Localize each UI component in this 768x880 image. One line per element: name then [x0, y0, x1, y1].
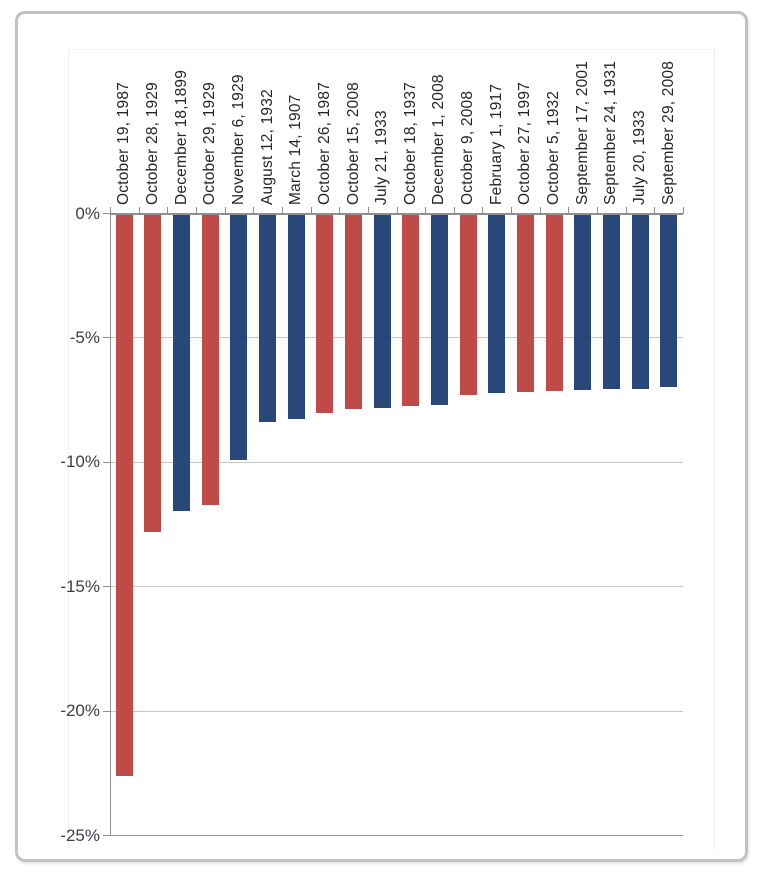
category-label: October 27, 1997 [516, 82, 534, 205]
category-tick [396, 207, 398, 214]
category-label: October 29, 1929 [201, 82, 219, 205]
category-tick [654, 207, 656, 214]
category-tick [110, 207, 111, 214]
bar [402, 215, 420, 406]
x-axis-line [110, 213, 683, 215]
category-label: October 5, 1932 [545, 90, 563, 205]
bar [516, 215, 534, 392]
category-tick [138, 207, 140, 214]
category-tick [597, 207, 599, 214]
category-label: September 17, 2001 [573, 60, 591, 205]
category-tick [425, 207, 427, 214]
y-axis-tick-label: 0% [75, 203, 100, 223]
bar [201, 215, 219, 505]
category-label: October 19, 1987 [115, 82, 133, 205]
bar [373, 215, 391, 409]
category-tick [568, 207, 570, 214]
category-tick [367, 207, 369, 214]
bar [259, 215, 277, 422]
y-axis-tick [103, 835, 110, 836]
y-axis-tick-label: -5% [69, 327, 100, 347]
category-tick [339, 207, 341, 214]
plot-area-border [68, 49, 715, 850]
gridline [110, 461, 683, 463]
y-axis-tick-label: -20% [60, 701, 100, 721]
y-axis-tick [103, 213, 110, 214]
category-label: December 18,1899 [172, 69, 190, 205]
bar [631, 215, 649, 389]
y-axis-tick [103, 586, 110, 588]
category-label: February 1, 1917 [487, 83, 505, 205]
category-tick [224, 207, 226, 214]
category-tick [625, 207, 627, 214]
category-label: September 24, 1931 [602, 60, 620, 205]
category-tick [281, 207, 283, 214]
bar [574, 215, 592, 391]
bar [230, 215, 248, 460]
category-label: October 9, 2008 [459, 90, 477, 205]
bar [345, 215, 363, 409]
bar [316, 215, 334, 414]
category-label: October 15, 2008 [344, 82, 362, 205]
category-tick [482, 207, 484, 214]
category-label: November 6, 1929 [229, 74, 247, 205]
bar [459, 215, 477, 396]
category-tick [453, 207, 455, 214]
category-label: October 26, 1987 [315, 82, 333, 205]
y-axis-tick-label: -25% [60, 825, 100, 845]
category-tick [195, 207, 197, 214]
category-label: December 1, 2008 [430, 74, 448, 205]
y-axis-tick [103, 710, 110, 712]
category-label: September 29, 2008 [659, 60, 677, 205]
category-tick [683, 207, 684, 214]
y-axis-line [110, 213, 111, 835]
bar [660, 215, 678, 387]
bar [173, 215, 191, 512]
category-label: March 14, 1907 [287, 94, 305, 205]
bar [430, 215, 448, 405]
category-label: July 20, 1933 [631, 110, 649, 205]
y-axis-tick [103, 461, 110, 463]
category-tick [539, 207, 541, 214]
bar [287, 215, 305, 420]
bar [144, 215, 162, 532]
bar [115, 215, 133, 776]
category-label: July 21, 1933 [373, 110, 391, 205]
y-axis-tick-label: -10% [60, 452, 100, 472]
gridline [110, 337, 683, 339]
bar [602, 215, 620, 389]
gridline [110, 835, 683, 836]
bar [488, 215, 506, 394]
category-tick [511, 207, 513, 214]
chart-border-frame [15, 11, 748, 862]
y-axis-tick-label: -15% [60, 576, 100, 596]
gridline [110, 586, 683, 588]
category-label: August 12, 1932 [258, 89, 276, 205]
category-tick [310, 207, 312, 214]
y-axis-tick [103, 337, 110, 339]
gridline [110, 710, 683, 712]
category-label: October 18, 1937 [401, 82, 419, 205]
bar [545, 215, 563, 391]
category-tick [167, 207, 169, 214]
category-tick [253, 207, 255, 214]
category-label: October 28, 1929 [143, 82, 161, 205]
